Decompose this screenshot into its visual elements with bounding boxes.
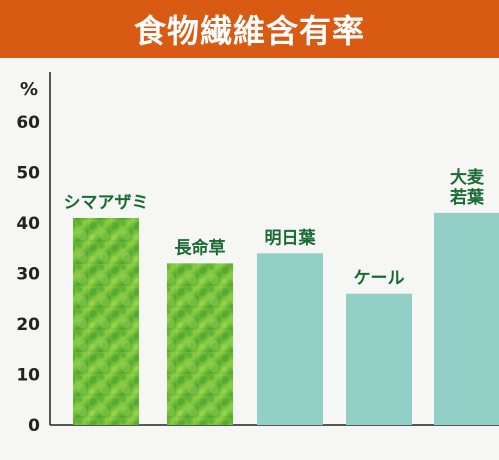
y-tick-label: 40 bbox=[16, 214, 40, 234]
bar bbox=[346, 293, 412, 425]
y-tick-label: 10 bbox=[16, 366, 40, 386]
y-tick-label: 60 bbox=[16, 113, 40, 133]
bar-category-label: 若葉 bbox=[449, 187, 485, 208]
y-tick-label: 50 bbox=[16, 164, 40, 184]
title-banner: 食物繊維含有率 bbox=[0, 0, 499, 58]
bar-category-label: 長命草 bbox=[175, 237, 226, 258]
bar bbox=[167, 263, 233, 425]
y-axis-unit-label: % bbox=[20, 79, 38, 100]
y-tick-label: 20 bbox=[16, 315, 40, 335]
y-tick-label: 30 bbox=[16, 265, 40, 285]
bar bbox=[257, 253, 323, 425]
bar-category-label: 大麦 bbox=[450, 167, 485, 188]
bar-category-label: 明日葉 bbox=[265, 227, 317, 248]
bar bbox=[73, 217, 139, 425]
chart-title: 食物繊維含有率 bbox=[133, 12, 365, 50]
bar bbox=[434, 212, 499, 425]
y-tick-label: 0 bbox=[28, 416, 40, 436]
bar-category-label: ケール bbox=[354, 269, 405, 289]
bar-category-label: シマアザミ bbox=[64, 193, 149, 213]
